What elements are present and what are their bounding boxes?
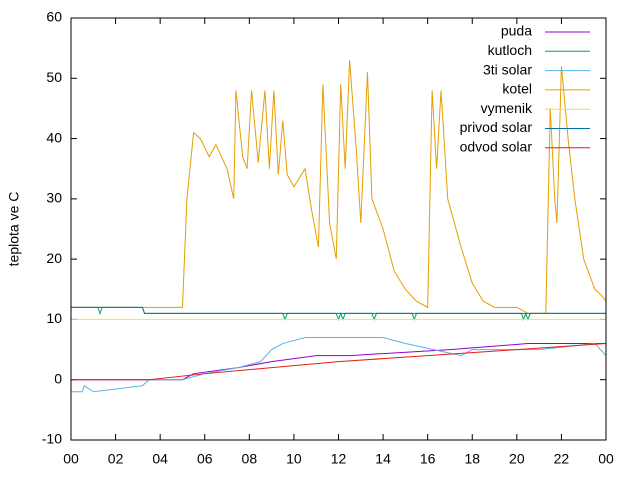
y-tick-label: 60	[46, 9, 62, 25]
x-tick-label: 20	[509, 451, 525, 467]
y-tick-label: 50	[46, 69, 62, 85]
x-tick-label: 16	[420, 451, 436, 467]
x-tick-label: 10	[286, 451, 302, 467]
x-tick-label: 22	[554, 451, 570, 467]
series-line	[71, 306, 606, 314]
legend-label: kutloch	[488, 42, 532, 58]
x-tick-label: 18	[464, 451, 480, 467]
legend-label: 3ti solar	[483, 61, 532, 77]
x-tick-label: 14	[375, 451, 391, 467]
x-tick-label: 04	[152, 451, 168, 467]
legend-label: vymenik	[481, 100, 533, 116]
legend-label: kotel	[502, 81, 532, 97]
x-tick-label: 06	[197, 451, 213, 467]
series-line	[71, 337, 607, 393]
y-tick-label: 30	[46, 190, 62, 206]
x-tick-label: 00	[598, 451, 614, 467]
y-tick-label: 20	[46, 250, 62, 266]
series-line	[71, 343, 606, 381]
y-tick-label: -10	[42, 431, 62, 447]
y-tick-label: 10	[46, 310, 62, 326]
y-tick-label: 0	[54, 370, 62, 386]
series-line	[71, 60, 607, 314]
plot-border	[70, 17, 607, 441]
series-line	[71, 343, 607, 381]
x-tick-label: 12	[331, 451, 347, 467]
y-axis-label: teplota ve C	[6, 192, 22, 267]
x-tick-label: 08	[242, 451, 258, 467]
legend-label: odvod solar	[460, 139, 533, 155]
y-tick-label: 40	[46, 129, 62, 145]
legend-label: privod solar	[460, 119, 533, 135]
x-tick-label: 00	[63, 451, 79, 467]
x-tick-label: 02	[108, 451, 124, 467]
legend-label: puda	[501, 23, 532, 39]
